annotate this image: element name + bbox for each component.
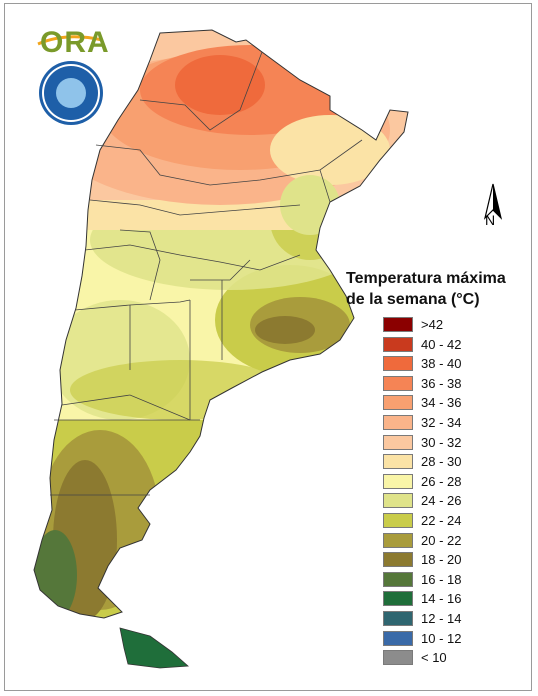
legend-swatch [383, 356, 413, 372]
legend-item: < 10 [383, 650, 533, 667]
legend-item: 40 - 42 [383, 336, 533, 354]
legend-swatch [383, 552, 413, 568]
legend-swatch [383, 630, 413, 646]
smn-seal-icon [42, 64, 100, 122]
legend-label: 10 - 12 [421, 630, 462, 646]
legend-label: 34 - 36 [421, 395, 462, 411]
legend-item: 12 - 14 [383, 611, 533, 628]
legend-label: 18 - 20 [421, 552, 462, 568]
legend-item: 26 - 28 [383, 473, 533, 491]
legend-label: 30 - 32 [421, 434, 462, 450]
legend-label: 24 - 26 [421, 493, 462, 509]
legend-swatch [383, 415, 413, 430]
legend-item: 18 - 20 [383, 552, 533, 569]
legend-swatch [383, 493, 413, 509]
legend-item: 22 - 24 [383, 513, 533, 530]
legend-label: 22 - 24 [421, 513, 462, 528]
legend-label: >42 [421, 317, 444, 332]
legend-label: 16 - 18 [421, 571, 462, 587]
legend-item: 24 - 26 [383, 493, 533, 510]
ora-logo: ORA [40, 26, 110, 59]
legend-title-line2: de la semana (°C) [346, 291, 480, 308]
legend-swatch [383, 513, 413, 528]
legend-swatch [383, 650, 413, 666]
legend-item: 10 - 12 [383, 630, 533, 648]
legend-item: >42 [383, 317, 533, 334]
legend-title-line1: Temperatura máxima [346, 270, 506, 287]
legend-swatch [383, 434, 413, 450]
legend-swatch [383, 454, 413, 470]
legend-swatch [383, 571, 413, 587]
legend-swatch [383, 375, 413, 391]
legend-item: 34 - 36 [383, 395, 533, 412]
legend-label: 20 - 22 [421, 532, 462, 548]
legend-item: 28 - 30 [383, 454, 533, 471]
legend-swatch [383, 591, 413, 607]
legend-swatch [383, 473, 413, 489]
legend-swatch [383, 336, 413, 352]
legend-title: Temperatura máxima de la semana (°C) [346, 268, 532, 310]
legend-swatch [383, 532, 413, 548]
legend-label: 40 - 42 [421, 336, 462, 352]
legend-label: 12 - 14 [421, 611, 462, 626]
legend-swatch [383, 611, 413, 626]
legend-item: 14 - 16 [383, 591, 533, 608]
legend-item: 32 - 34 [383, 415, 533, 432]
legend-swatch [383, 317, 413, 332]
legend-label: < 10 [421, 650, 447, 666]
legend-label: 38 - 40 [421, 356, 462, 372]
legend-item: 36 - 38 [383, 375, 533, 393]
north-label: N [485, 212, 496, 228]
legend-item: 20 - 22 [383, 532, 533, 550]
legend-swatch [383, 395, 413, 411]
legend-item: 30 - 32 [383, 434, 533, 452]
legend-item: 16 - 18 [383, 571, 533, 589]
legend-label: 32 - 34 [421, 415, 462, 430]
legend-label: 36 - 38 [421, 375, 462, 391]
north-arrow-icon [483, 183, 503, 220]
legend-item: 38 - 40 [383, 356, 533, 373]
legend-label: 14 - 16 [421, 591, 462, 607]
ora-logo-swoosh-icon [37, 35, 103, 46]
legend-label: 28 - 30 [421, 454, 462, 470]
legend-label: 26 - 28 [421, 473, 462, 489]
